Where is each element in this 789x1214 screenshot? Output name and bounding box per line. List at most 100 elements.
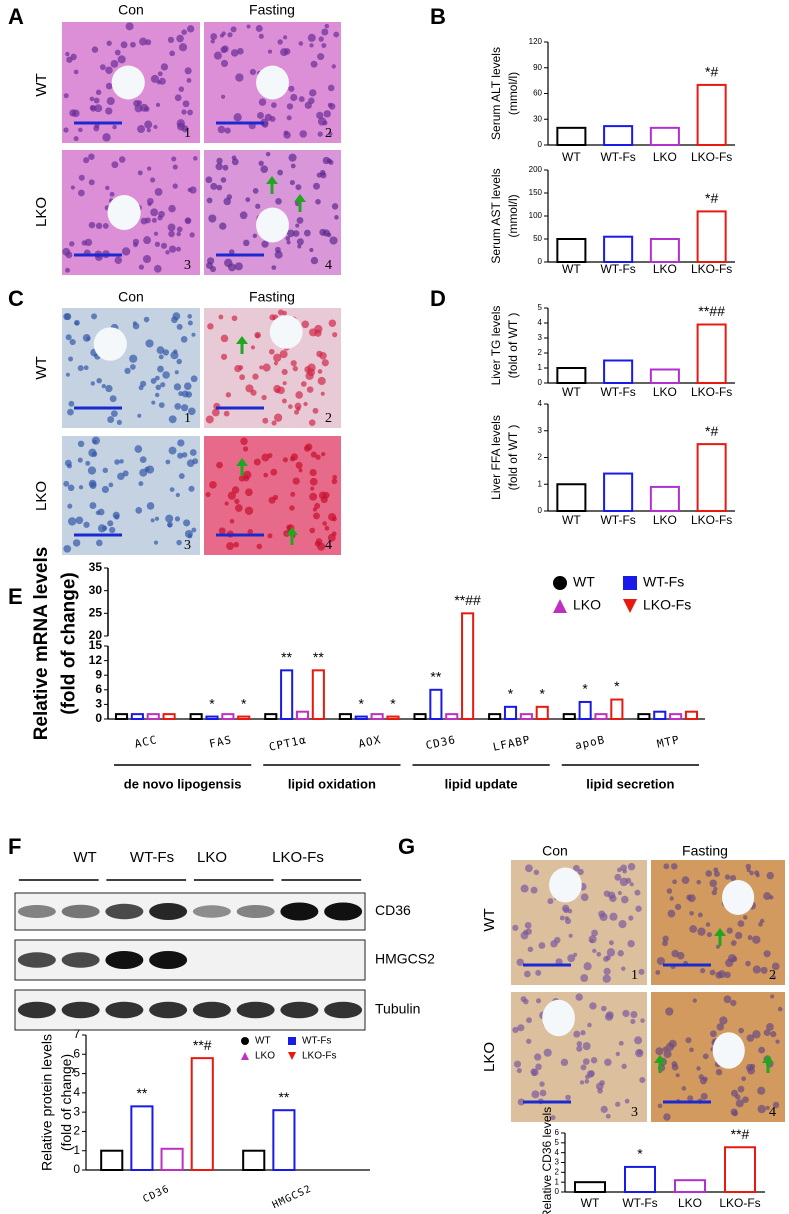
nucleus xyxy=(124,367,131,374)
significance-label: **# xyxy=(731,1126,750,1142)
nucleus xyxy=(88,153,95,161)
nucleus xyxy=(132,322,140,330)
nucleus xyxy=(705,870,713,877)
nucleus xyxy=(520,996,527,1002)
nucleus xyxy=(592,948,597,954)
nucleus xyxy=(686,894,693,901)
nucleus xyxy=(324,23,330,29)
nucleus xyxy=(154,516,160,521)
nucleus xyxy=(169,487,175,492)
y-tick-label: 5 xyxy=(73,1066,80,1080)
nucleus xyxy=(737,1085,745,1093)
legend-marker xyxy=(623,599,637,613)
nucleus xyxy=(110,60,119,68)
nucleus xyxy=(662,935,669,942)
nucleus xyxy=(111,161,119,169)
nucleus xyxy=(218,527,226,535)
nucleus xyxy=(83,157,90,164)
nucleus xyxy=(741,1076,747,1082)
nucleus xyxy=(184,67,192,75)
nucleus xyxy=(78,485,84,490)
nucleus xyxy=(580,1064,587,1071)
nucleus xyxy=(218,314,224,320)
nucleus xyxy=(290,163,296,169)
nucleus xyxy=(656,956,665,966)
nucleus xyxy=(162,349,170,356)
nucleus xyxy=(187,314,192,319)
nucleus xyxy=(167,223,176,232)
nucleus xyxy=(326,232,332,238)
image-number: 1 xyxy=(631,968,638,983)
nucleus xyxy=(176,34,184,43)
nucleus xyxy=(258,33,264,39)
y-tick-label: 0 xyxy=(555,1187,560,1196)
nucleus xyxy=(317,53,325,61)
x-tick-label: CD36 xyxy=(141,1183,171,1205)
nucleus xyxy=(523,929,529,935)
nucleus xyxy=(242,446,249,452)
y-tick-label: 0 xyxy=(538,140,543,149)
image-number: 4 xyxy=(325,538,332,553)
significance-label: ** xyxy=(281,649,292,665)
row-label: LKO xyxy=(481,1042,498,1072)
bar xyxy=(562,713,576,721)
panel-label: D xyxy=(430,286,446,311)
group-label: lipid update xyxy=(445,776,518,791)
nucleus xyxy=(140,380,147,387)
nucleus xyxy=(234,262,243,271)
nucleus xyxy=(190,375,198,383)
image-number: 3 xyxy=(631,1105,638,1120)
nucleus xyxy=(167,36,175,44)
nucleus xyxy=(89,105,95,111)
nucleus xyxy=(171,156,177,162)
nucleus xyxy=(216,461,223,469)
nucleus xyxy=(730,999,737,1007)
blot-band xyxy=(280,902,319,921)
nucleus xyxy=(252,373,259,380)
nucleus xyxy=(692,998,697,1003)
significance-label: * xyxy=(508,686,514,702)
nucleus xyxy=(624,1098,630,1104)
blot-band xyxy=(105,951,144,969)
vessel xyxy=(107,195,141,230)
legend-label: LKO-Fs xyxy=(643,597,691,613)
nucleus xyxy=(192,458,199,465)
lane-label: WT-Fs xyxy=(130,849,174,866)
bar xyxy=(649,485,680,512)
bar xyxy=(100,1149,124,1171)
nucleus xyxy=(758,1046,765,1054)
vessel xyxy=(256,65,289,100)
nucleus xyxy=(323,110,331,118)
nucleus xyxy=(543,1048,552,1057)
nucleus xyxy=(681,876,690,884)
x-tick-label: LKO xyxy=(678,1196,702,1210)
nucleus xyxy=(687,1095,694,1102)
nucleus xyxy=(281,398,287,404)
nucleus xyxy=(604,1058,612,1067)
nucleus xyxy=(283,131,291,139)
nucleus xyxy=(151,217,157,223)
nucleus xyxy=(618,1040,624,1046)
nucleus xyxy=(299,130,307,138)
nucleus xyxy=(320,496,328,504)
nucleus xyxy=(277,309,284,316)
nucleus xyxy=(303,229,311,237)
nucleus xyxy=(184,217,192,225)
nucleus xyxy=(294,402,302,410)
nucleus xyxy=(589,938,594,944)
nucleus xyxy=(307,33,316,42)
bar xyxy=(114,713,129,721)
nucleus xyxy=(154,188,163,196)
nucleus xyxy=(724,874,731,880)
nucleus xyxy=(93,97,100,104)
blot-band xyxy=(324,902,363,921)
nucleus xyxy=(696,879,702,885)
nucleus xyxy=(735,931,743,940)
bar xyxy=(221,713,235,721)
nucleus xyxy=(290,360,297,367)
nucleus xyxy=(181,452,188,458)
nucleus xyxy=(177,439,185,447)
nucleus xyxy=(139,456,147,463)
legend-marker xyxy=(553,599,567,613)
significance-label: ** xyxy=(313,649,324,665)
